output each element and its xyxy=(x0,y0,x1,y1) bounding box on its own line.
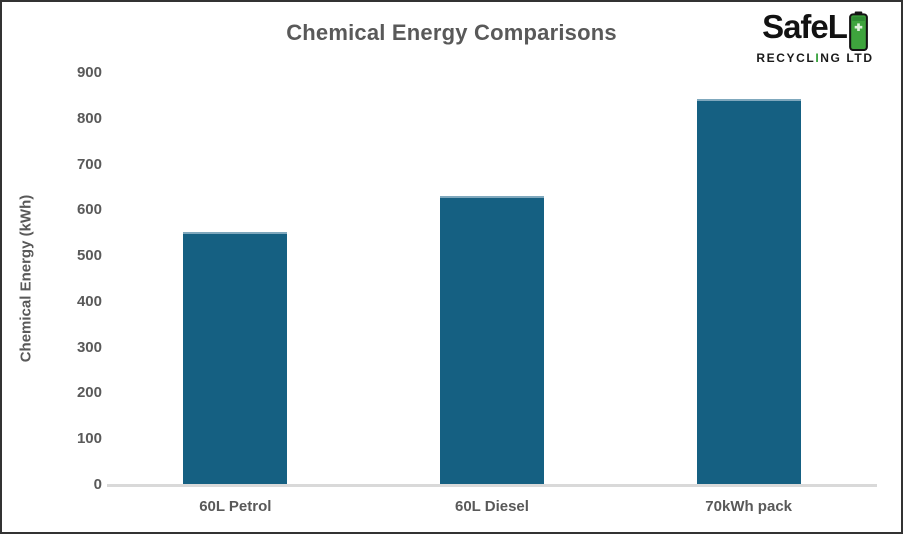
logo-tagline-pre: RECYCL xyxy=(756,51,816,65)
chart-title: Chemical Energy Comparisons xyxy=(286,20,617,45)
y-tick-label: 400 xyxy=(76,292,102,310)
y-tick-label: 800 xyxy=(76,109,102,127)
logo-wordmark-text: SafeL xyxy=(762,8,848,45)
x-axis-label: 70kWh pack xyxy=(705,498,793,515)
logo-tagline-post: NG LTD xyxy=(820,51,874,65)
y-tick-label: 500 xyxy=(76,247,102,265)
y-tick-label: 700 xyxy=(76,155,102,173)
y-tick-label: 0 xyxy=(93,476,102,493)
y-tick-label: 100 xyxy=(76,430,102,448)
y-tick-label: 900 xyxy=(76,64,102,81)
logo-tagline: RECYCLING LTD xyxy=(745,51,885,65)
y-tick-label: 300 xyxy=(76,338,102,356)
logo-wordmark-row: SafeL xyxy=(745,8,885,51)
battery-icon xyxy=(849,11,868,51)
safeli-logo: SafeL RECYCLING LTD xyxy=(745,8,885,65)
y-tick-label: 600 xyxy=(76,201,102,219)
logo-tagline-green-i: I xyxy=(815,51,821,65)
x-axis-label: 60L Diesel xyxy=(455,498,529,515)
bar-60l-petrol xyxy=(183,232,288,484)
x-axis-line xyxy=(107,484,877,487)
y-axis-title: Chemical Energy (kWh) xyxy=(17,194,35,363)
y-tick-label: 200 xyxy=(76,384,102,402)
bar-60l-diesel xyxy=(440,195,544,484)
x-axis-label: 60L Petrol xyxy=(199,498,272,515)
bar-70kwh-pack xyxy=(696,99,801,484)
